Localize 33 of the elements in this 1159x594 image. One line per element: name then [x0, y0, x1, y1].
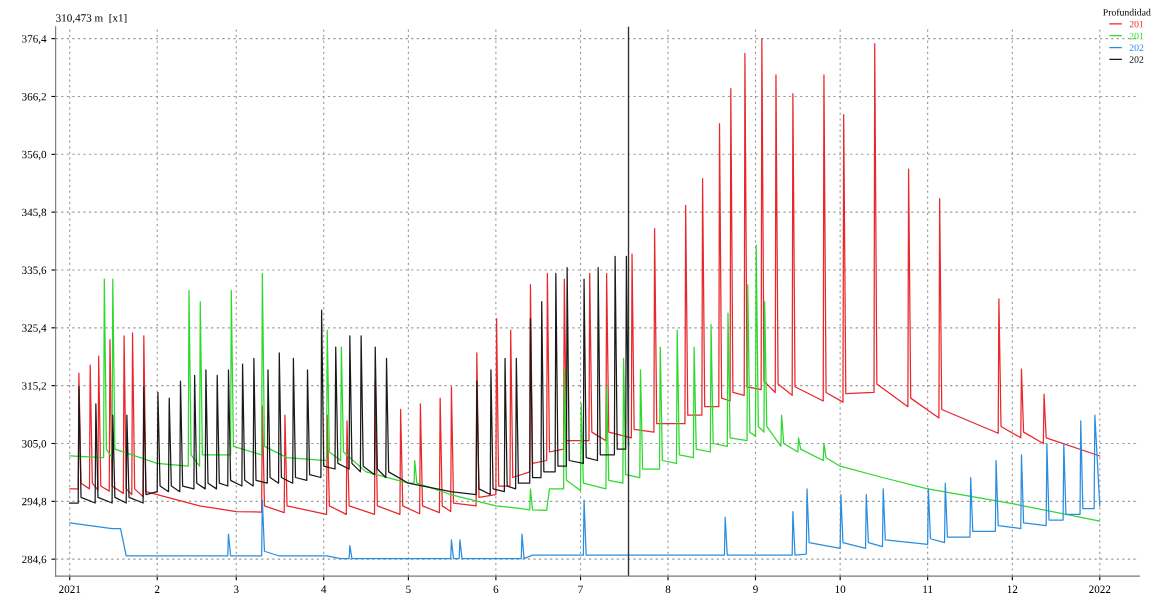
line-series — [69, 255, 630, 504]
x-tick-label: 5 — [406, 585, 411, 594]
legend-label: 201 — [1129, 20, 1144, 28]
x-tick-label: 12 — [1007, 585, 1018, 593]
x-tick-label: 3 — [234, 585, 239, 594]
y-tick-label: 325,4 — [22, 324, 47, 334]
y-tick-label: 305,0 — [22, 439, 47, 450]
x-tick-label: 2022 — [1089, 585, 1111, 594]
y-tick-label: 284,6 — [22, 555, 47, 565]
x-tick-label: 6 — [493, 585, 499, 594]
line-series — [69, 244, 1101, 522]
y-axis-title: 310,473 m [x1] — [56, 13, 127, 24]
y-tick-label: 294,8 — [22, 497, 47, 507]
y-tick-label: 376,4 — [22, 35, 47, 45]
y-tick-label: 335,6 — [22, 266, 47, 276]
x-tick-label: 4 — [321, 585, 327, 593]
legend-title: Profundidad — [1103, 8, 1151, 16]
x-tick-label: 7 — [578, 585, 583, 593]
legend-label: 202 — [1129, 44, 1144, 52]
y-tick-label: 345,8 — [22, 208, 47, 218]
y-tick-label: 356,0 — [22, 150, 47, 160]
x-tick-label: 11 — [923, 585, 933, 593]
x-tick-label: 2 — [154, 585, 160, 593]
x-tick-label: 9 — [753, 585, 758, 594]
legend-label: 201 — [1129, 32, 1144, 40]
y-tick-label: 366,2 — [22, 92, 46, 103]
y-tick-label: 315,2 — [22, 382, 46, 392]
x-tick-label: 2021 — [59, 585, 81, 594]
legend-label: 202 — [1129, 56, 1144, 63]
x-tick-label: 8 — [665, 585, 671, 594]
line-series — [69, 414, 1101, 560]
line-series — [69, 38, 1101, 515]
x-tick-label: 10 — [835, 585, 846, 594]
